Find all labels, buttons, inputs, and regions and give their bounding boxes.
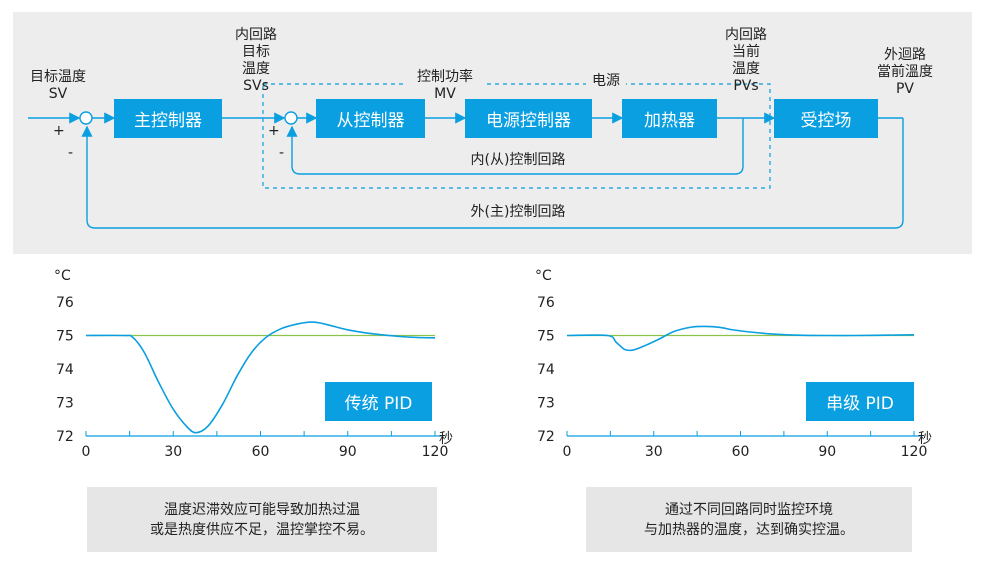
traditional-pid-note: 温度迟滞效应可能导致加热过温 或是热度供应不足，温控掌控不易。 — [87, 487, 437, 552]
x-tick-label: 90 — [339, 444, 357, 460]
x-tick-label: 30 — [164, 444, 182, 460]
outer-minus-sign: - — [68, 145, 74, 161]
x-tick-label: 120 — [901, 444, 928, 460]
power-controller-block: 电源控制器 — [465, 99, 592, 138]
x-tick-label: 120 — [422, 444, 449, 460]
y-tick-label: 76 — [56, 295, 74, 311]
cascade-pid-note: 通过不同回路同时监控环境 与加热器的温度，达到确实控温。 — [586, 487, 912, 552]
x-tick-label: 60 — [732, 444, 750, 460]
y-axis-label: °C — [535, 268, 552, 284]
x-axis-label: 秒 — [439, 431, 453, 447]
main-controller-block: 主控制器 — [114, 99, 222, 138]
outer-loop-name: 外(主)控制回路 — [470, 204, 566, 220]
target-temp-label: 目标温度 SV — [30, 69, 86, 102]
outer-loop-current-label: 外迴路 當前溫度 PV — [877, 47, 933, 97]
x-tick-label: 0 — [563, 444, 572, 460]
y-tick-label: 72 — [537, 429, 555, 445]
inner-loop-name: 内(从)控制回路 — [448, 152, 588, 169]
outer-plus-sign: + — [53, 123, 65, 139]
y-tick-label: 75 — [56, 329, 74, 345]
inner-loop-target-label: 内回路 目标 温度 SVs — [235, 27, 277, 94]
inner-feedback-path — [286, 118, 744, 175]
x-tick-label: 0 — [82, 444, 91, 460]
y-tick-label: 75 — [537, 329, 555, 345]
x-tick-label: 30 — [645, 444, 663, 460]
control-power-label: 控制功率 MV — [417, 69, 473, 102]
sub-controller-block: 从控制器 — [316, 99, 425, 138]
power-source-label: 电源 — [592, 73, 620, 89]
heater-block: 加热器 — [622, 99, 717, 138]
y-tick-label: 76 — [537, 295, 555, 311]
y-tick-label: 74 — [56, 362, 74, 378]
temperature-line — [566, 325, 915, 352]
y-tick-label: 73 — [56, 396, 74, 412]
cascade-pid-badge: 串级 PID — [806, 382, 914, 421]
x-axis-label: 秒 — [918, 431, 932, 447]
inner-plus-sign: + — [268, 123, 280, 139]
y-tick-label: 72 — [56, 429, 74, 445]
traditional-pid-badge: 传统 PID — [325, 382, 432, 421]
x-tick-label: 90 — [818, 444, 836, 460]
outer-feedback-path — [81, 118, 904, 229]
temperature-line — [85, 321, 436, 434]
y-tick-label: 74 — [537, 362, 555, 378]
inner-loop-current-label: 内回路 当前 温度 PVs — [725, 27, 767, 94]
inner-minus-sign: - — [279, 145, 285, 161]
x-tick-label: 60 — [252, 444, 270, 460]
y-axis-label: °C — [54, 268, 71, 284]
controlled-field-block: 受控场 — [774, 99, 878, 138]
y-tick-label: 73 — [537, 396, 555, 412]
